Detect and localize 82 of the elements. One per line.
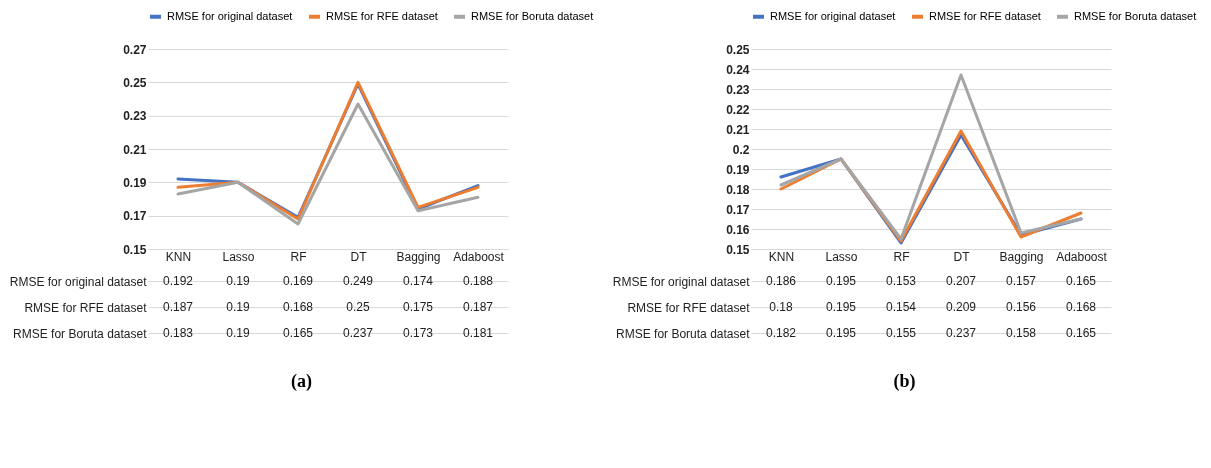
data-label: 0.157 <box>1005 274 1037 288</box>
x-tick-label: RF <box>290 249 307 264</box>
data-label: 0.192 <box>162 274 194 288</box>
y-tick-label: 0.23 <box>726 82 750 97</box>
data-label: 0.181 <box>462 326 494 340</box>
data-label: 0.209 <box>945 300 977 314</box>
text: (b) <box>892 371 917 392</box>
legend-label: RMSE for Boruta dataset <box>1074 9 1197 22</box>
data-label: 0.237 <box>945 326 977 340</box>
data-label: 0.165 <box>1065 326 1097 340</box>
y-tick-label: 0.18 <box>726 182 750 197</box>
data-label: 0.183 <box>162 326 194 340</box>
x-tick-label: Bagging <box>396 249 441 264</box>
data-label: 0.154 <box>885 300 917 314</box>
line-series <box>176 102 480 226</box>
y-tick-label: 0.2 <box>732 142 750 157</box>
data-label: 0.173 <box>402 326 434 340</box>
text: (a) <box>290 371 313 392</box>
y-tick-label: 0.25 <box>123 75 147 90</box>
y-tick-label: 0.25 <box>726 42 750 57</box>
text: RMSE for original dataset <box>612 274 750 289</box>
x-tick-label: KNN <box>165 249 192 264</box>
data-label: 0.156 <box>1005 300 1037 314</box>
data-label: 0.168 <box>1065 300 1097 314</box>
y-tick-label: 0.16 <box>726 222 750 237</box>
data-label: 0.188 <box>462 274 494 288</box>
y-tick-label: 0.21 <box>123 142 147 157</box>
legend-label: RMSE for original dataset <box>770 9 896 22</box>
y-tick-label: 0.15 <box>726 242 750 257</box>
data-label: 0.155 <box>885 326 917 340</box>
y-tick-label: 0.19 <box>726 162 750 177</box>
data-label: 0.165 <box>282 326 314 340</box>
data-label: 0.25 <box>346 300 370 314</box>
data-label: 0.19 <box>226 274 250 288</box>
y-tick-label: 0.22 <box>726 102 750 117</box>
data-label: 0.195 <box>825 300 857 314</box>
x-tick-label: Adaboost <box>453 249 505 264</box>
legend-label: RMSE for RFE dataset <box>326 9 438 22</box>
data-label: 0.195 <box>825 274 857 288</box>
text: RMSE for original dataset <box>9 274 147 289</box>
text: RMSE for RFE dataset <box>24 300 147 315</box>
data-label: 0.158 <box>1005 326 1037 340</box>
x-tick-label: Adaboost <box>1056 249 1108 264</box>
data-label: 0.249 <box>342 274 374 288</box>
data-label: 0.237 <box>342 326 374 340</box>
data-label: 0.186 <box>765 274 797 288</box>
line-series <box>779 73 1083 241</box>
y-tick-label: 0.27 <box>123 42 147 57</box>
data-label: 0.19 <box>226 300 250 314</box>
data-label: 0.19 <box>226 326 250 340</box>
data-label: 0.187 <box>462 300 494 314</box>
legend-label: RMSE for original dataset <box>167 9 293 22</box>
x-tick-label: RF <box>893 249 910 264</box>
y-tick-label: 0.21 <box>726 122 750 137</box>
data-label: 0.169 <box>282 274 314 288</box>
data-label: 0.187 <box>162 300 194 314</box>
data-label: 0.195 <box>825 326 857 340</box>
data-label: 0.174 <box>402 274 434 288</box>
legend-label: RMSE for RFE dataset <box>929 9 1041 22</box>
y-tick-label: 0.15 <box>123 242 147 257</box>
y-tick-label: 0.17 <box>726 202 750 217</box>
data-label: 0.175 <box>402 300 434 314</box>
data-label: 0.18 <box>769 300 793 314</box>
data-label: 0.182 <box>765 326 797 340</box>
x-tick-label: Bagging <box>999 249 1044 264</box>
legend-label: RMSE for Boruta dataset <box>471 9 594 22</box>
data-label: 0.168 <box>282 300 314 314</box>
x-tick-label: DT <box>953 249 971 264</box>
text: RMSE for Boruta dataset <box>616 326 750 341</box>
data-label: 0.153 <box>885 274 917 288</box>
y-tick-label: 0.24 <box>726 62 750 77</box>
y-tick-label: 0.19 <box>123 175 147 190</box>
x-tick-label: Lasso <box>222 249 255 264</box>
y-tick-label: 0.17 <box>123 209 147 224</box>
y-tick-label: 0.23 <box>123 109 147 124</box>
x-tick-label: Lasso <box>825 249 858 264</box>
x-tick-label: DT <box>350 249 368 264</box>
data-label: 0.207 <box>945 274 977 288</box>
data-label: 0.165 <box>1065 274 1097 288</box>
x-tick-label: KNN <box>768 249 795 264</box>
text: RMSE for RFE dataset <box>627 300 750 315</box>
text: RMSE for Boruta dataset <box>13 326 147 341</box>
